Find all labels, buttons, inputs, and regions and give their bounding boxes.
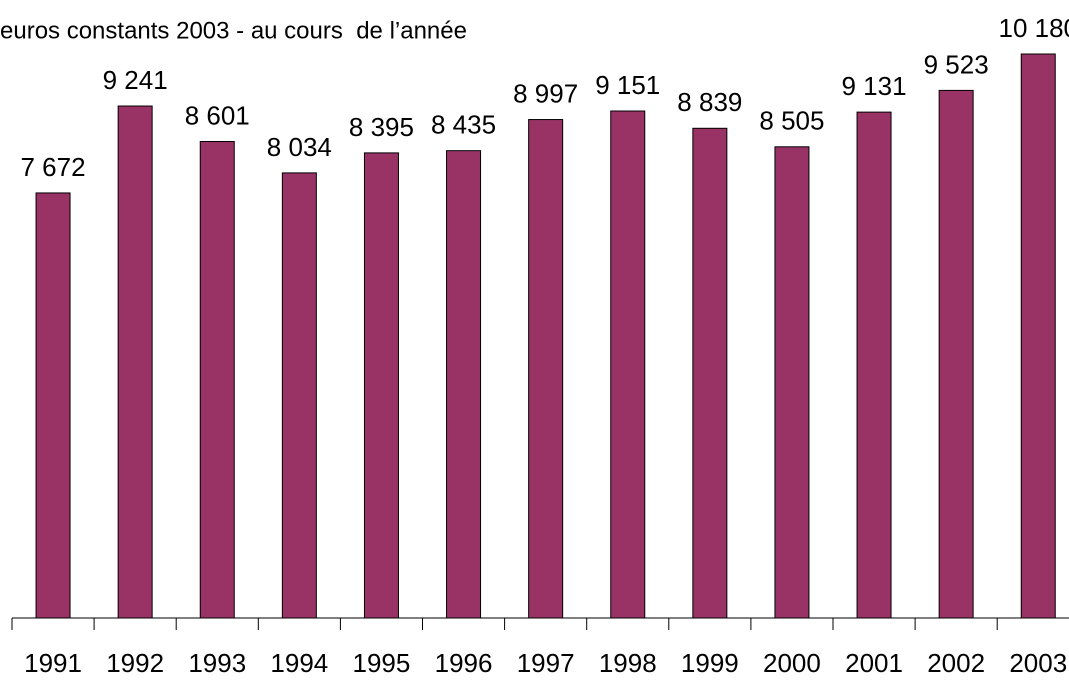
- x-tick-label: 1992: [106, 648, 164, 678]
- value-label: 8 839: [677, 87, 742, 117]
- bar: [610, 110, 646, 619]
- bar: [35, 192, 71, 619]
- value-label: 8 505: [759, 106, 824, 136]
- value-label: 8 435: [431, 110, 496, 140]
- value-label: 7 672: [21, 152, 86, 182]
- x-tick-label: 1994: [270, 648, 328, 678]
- value-label: 9 523: [924, 49, 989, 79]
- bar: [199, 140, 235, 619]
- x-tick-label: 1999: [681, 648, 739, 678]
- bar: [446, 150, 482, 619]
- value-label: 8 997: [513, 78, 578, 108]
- x-tick-label: 1998: [599, 648, 657, 678]
- bar: [856, 111, 892, 619]
- x-tick-label: 2003: [1009, 648, 1067, 678]
- bar: [528, 119, 564, 619]
- x-tick-label: 1997: [517, 648, 575, 678]
- bar: [281, 172, 317, 619]
- chart-title: euros constants 2003 - au cours de l’ann…: [0, 17, 467, 44]
- x-tick-label: 2001: [845, 648, 903, 678]
- bar: [1020, 53, 1056, 619]
- x-tick-label: 1993: [188, 648, 246, 678]
- value-label: 8 034: [267, 132, 332, 162]
- x-tick-label: 2000: [763, 648, 821, 678]
- x-tick-label: 1991: [24, 648, 82, 678]
- x-tick-label: 1995: [353, 648, 411, 678]
- x-tick-label: 1996: [435, 648, 493, 678]
- value-label: 10 180: [998, 13, 1069, 43]
- bar: [938, 89, 974, 619]
- value-label: 8 601: [185, 100, 250, 130]
- x-tick-label: 2002: [927, 648, 985, 678]
- bar: [363, 152, 399, 619]
- bar: [774, 146, 810, 619]
- value-label: 9 151: [595, 70, 660, 100]
- value-label: 9 241: [103, 65, 168, 95]
- value-label: 9 131: [842, 71, 907, 101]
- bar: [692, 127, 728, 619]
- value-label: 8 395: [349, 112, 414, 142]
- bar: [117, 105, 153, 619]
